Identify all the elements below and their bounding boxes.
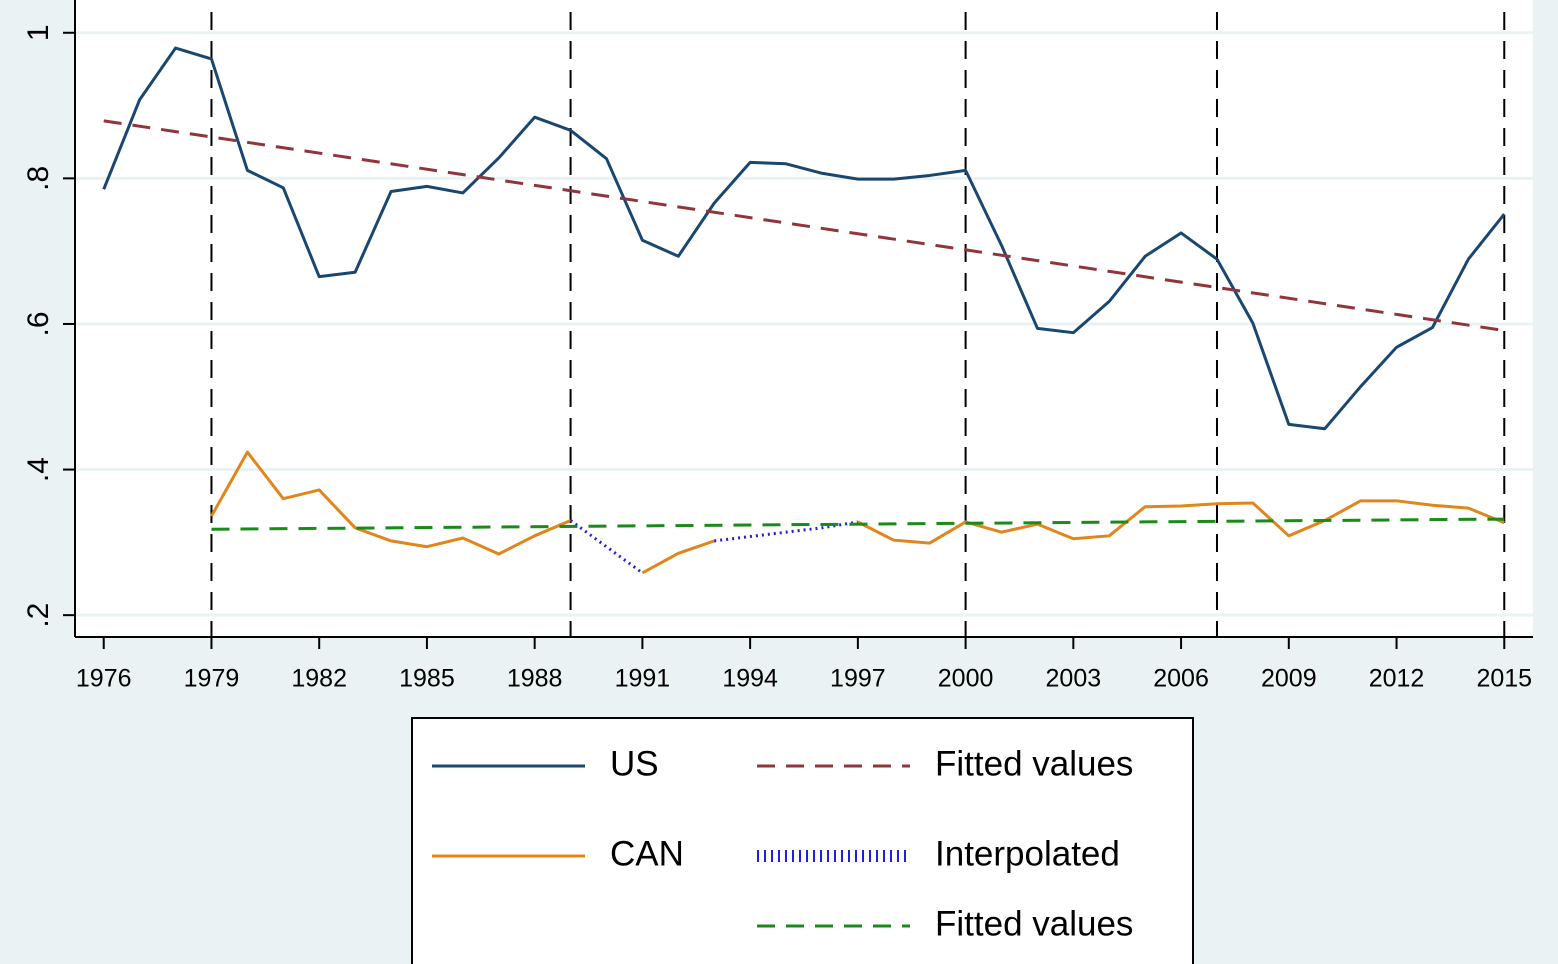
series-line xyxy=(569,519,859,575)
x-tick-label: 2015 xyxy=(1476,665,1532,693)
legend-label: Fitted values xyxy=(935,904,1133,943)
series-line xyxy=(102,46,1506,431)
x-tick-label: 1982 xyxy=(291,665,347,693)
x-tick-label: 1979 xyxy=(184,665,240,693)
y-tick-label: .8 xyxy=(22,166,55,191)
x-tick-label: 1991 xyxy=(615,665,671,693)
series-line xyxy=(103,119,1505,332)
x-tick-label: 1985 xyxy=(399,665,455,693)
x-tick-label: 2006 xyxy=(1153,665,1209,693)
legend-label: US xyxy=(610,744,659,783)
x-tick-label: 1976 xyxy=(76,665,132,693)
legend-box xyxy=(411,717,1194,964)
y-tick-label: .6 xyxy=(22,311,55,336)
legend-label: CAN xyxy=(610,834,684,873)
y-tick-label: .4 xyxy=(22,457,55,482)
x-tick-label: 1994 xyxy=(722,665,778,693)
x-tick-label: 2003 xyxy=(1046,665,1102,693)
legend-label: Fitted values xyxy=(935,744,1133,783)
x-tick-label: 2012 xyxy=(1369,665,1425,693)
x-tick-label: 1988 xyxy=(507,665,563,693)
plot-area xyxy=(75,0,1533,637)
x-tick-label: 1997 xyxy=(830,665,886,693)
legend-label: Interpolated xyxy=(935,834,1120,873)
series-line xyxy=(211,517,1505,531)
x-tick-label: 2009 xyxy=(1261,665,1317,693)
y-tick-label: .2 xyxy=(22,603,55,628)
x-tick-label: 2000 xyxy=(938,665,994,693)
y-tick-label: 1 xyxy=(22,24,55,41)
